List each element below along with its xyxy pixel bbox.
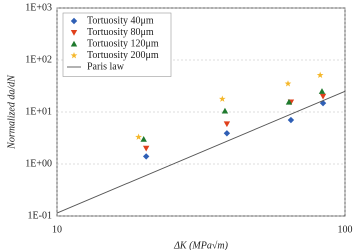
y-tick-label: 1E+00: [25, 158, 52, 169]
marker: [142, 145, 150, 152]
x-tick-label: 10: [52, 224, 62, 235]
marker: [284, 80, 292, 87]
y-tick-label: 1E+03: [25, 2, 52, 13]
marker: [142, 153, 150, 160]
legend-swatch: [70, 29, 78, 36]
marker: [319, 99, 327, 107]
trend-line: [56, 90, 346, 214]
y-tick-label: 1E-01: [28, 210, 52, 221]
legend-swatch: [70, 17, 78, 25]
legend-swatch: [70, 40, 78, 47]
marker: [287, 116, 295, 124]
legend-label: Tortuosity 40μm: [87, 15, 154, 26]
legend-label: Paris law: [87, 61, 125, 72]
legend-box: [62, 12, 172, 77]
marker: [140, 135, 147, 142]
y-tick-label: 1E+01: [25, 106, 52, 117]
legend-swatch: [70, 51, 78, 59]
marker: [319, 93, 327, 100]
marker: [221, 107, 229, 114]
legend-label: Tortuosity 200μm: [87, 50, 159, 61]
marker: [223, 130, 231, 137]
y-tick-label: 1E+02: [25, 54, 52, 65]
legend-label: Tortuosity 80μm: [87, 27, 154, 38]
marker: [318, 88, 326, 94]
marker: [218, 95, 226, 102]
marker: [316, 71, 324, 79]
marker: [285, 98, 293, 105]
x-axis-label: ΔK (MPa√m): [173, 240, 229, 250]
x-tick-label: 100: [338, 224, 353, 235]
legend-label: Tortuosity 120μm: [87, 38, 159, 49]
marker: [223, 121, 231, 128]
y-axis-label: Normalized da/dN: [6, 74, 17, 150]
marker: [135, 133, 142, 140]
